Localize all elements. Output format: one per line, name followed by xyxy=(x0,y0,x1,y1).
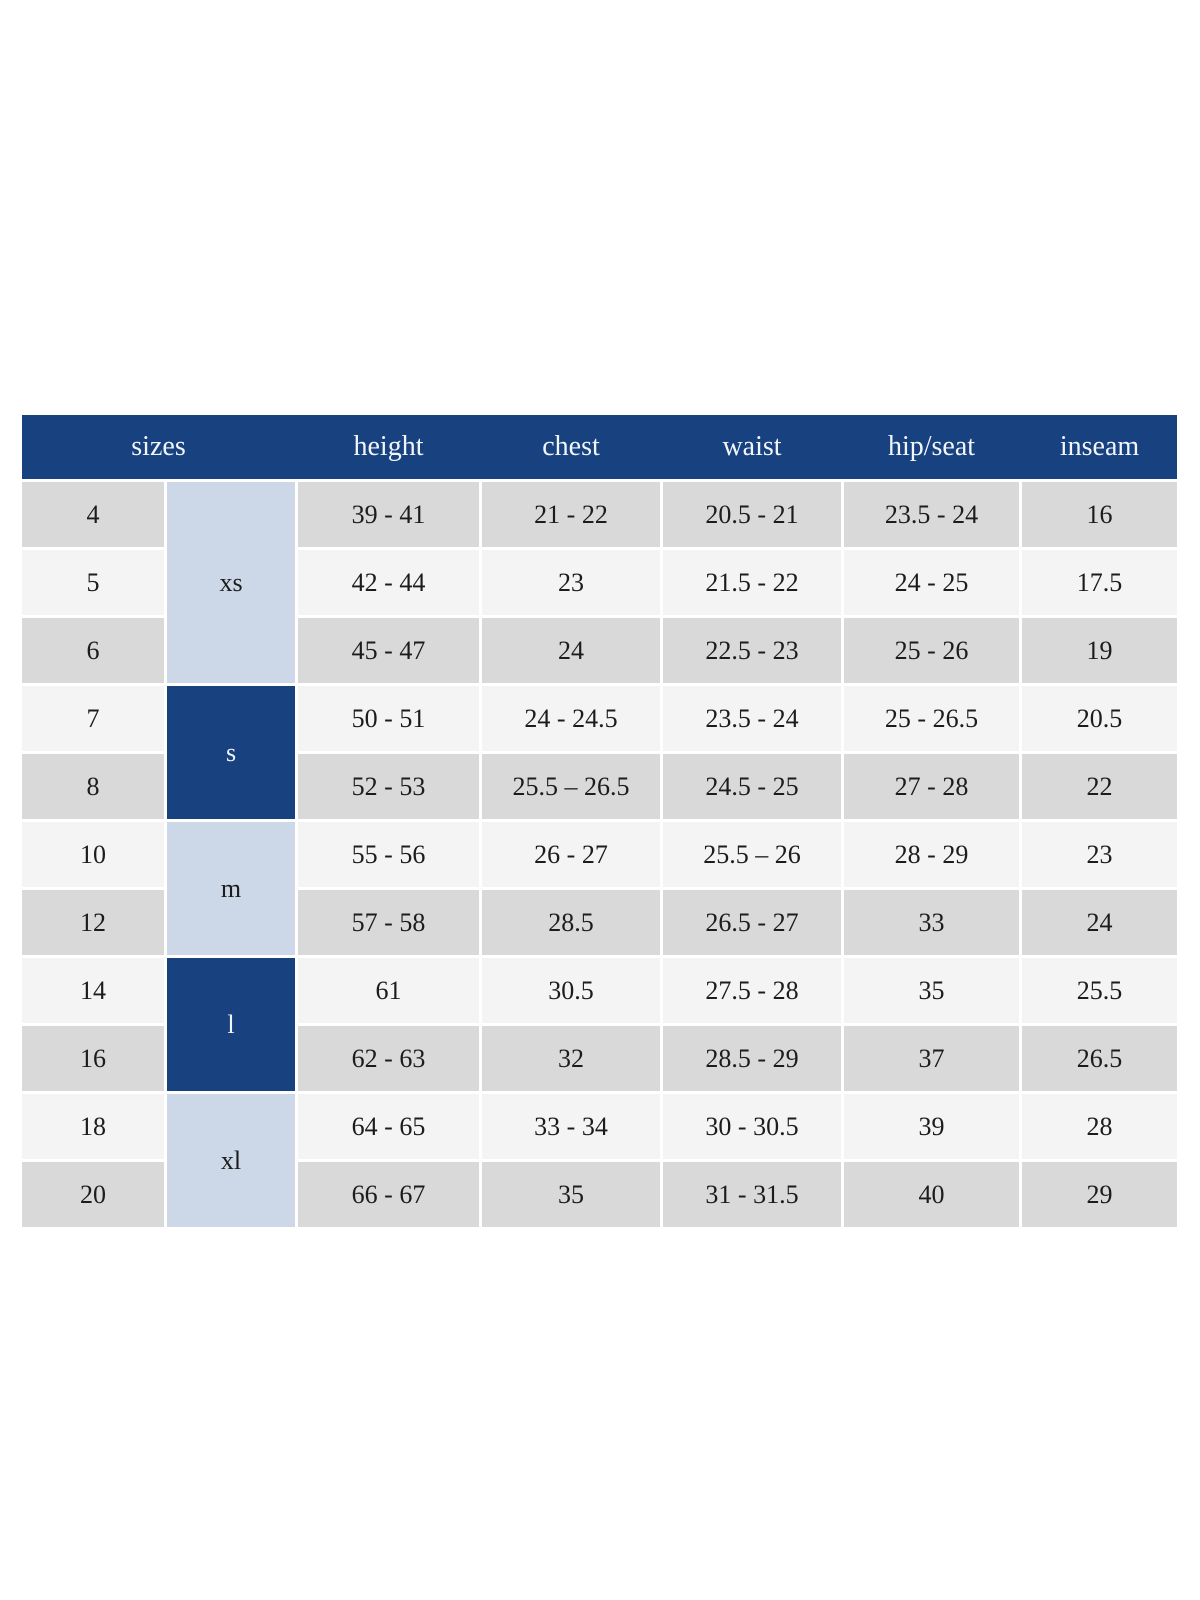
size-chart-table: sizes height chest waist hip/seat inseam… xyxy=(22,415,1177,1227)
waist-cell: 22.5 - 23 xyxy=(663,618,841,683)
column-header-height: height xyxy=(353,431,424,462)
chest-cell: 25.5 – 26.5 xyxy=(482,754,660,819)
waist-cell: 20.5 - 21 xyxy=(663,482,841,547)
chest-cell: 28.5 xyxy=(482,890,660,955)
height-cell: 66 - 67 xyxy=(298,1162,479,1227)
size-group-l: l xyxy=(167,958,295,1091)
chest-cell: 24 - 24.5 xyxy=(482,686,660,751)
inseam-cell: 26.5 xyxy=(1022,1026,1177,1091)
chest-cell: 24 xyxy=(482,618,660,683)
hip-seat-cell: 35 xyxy=(844,958,1019,1023)
height-cell: 42 - 44 xyxy=(298,550,479,615)
size-cell: 16 xyxy=(22,1026,164,1091)
height-cell: 52 - 53 xyxy=(298,754,479,819)
size-group-xs: xs xyxy=(167,482,295,683)
column-header-inseam: inseam xyxy=(1059,431,1140,462)
height-cell: 50 - 51 xyxy=(298,686,479,751)
table-header-row: sizes height chest waist hip/seat inseam xyxy=(22,415,1177,479)
hip-seat-cell: 25 - 26.5 xyxy=(844,686,1019,751)
size-cell: 18 xyxy=(22,1094,164,1159)
inseam-cell: 20.5 xyxy=(1022,686,1177,751)
chest-cell: 32 xyxy=(482,1026,660,1091)
inseam-cell: 16 xyxy=(1022,482,1177,547)
column-header-waist: waist xyxy=(722,431,782,462)
inseam-cell: 25.5 xyxy=(1022,958,1177,1023)
waist-cell: 27.5 - 28 xyxy=(663,958,841,1023)
chest-cell: 23 xyxy=(482,550,660,615)
chest-cell: 30.5 xyxy=(482,958,660,1023)
size-cell: 6 xyxy=(22,618,164,683)
waist-cell: 23.5 - 24 xyxy=(663,686,841,751)
hip-seat-cell: 33 xyxy=(844,890,1019,955)
chest-cell: 35 xyxy=(482,1162,660,1227)
hip-seat-cell: 23.5 - 24 xyxy=(844,482,1019,547)
height-cell: 64 - 65 xyxy=(298,1094,479,1159)
height-cell: 45 - 47 xyxy=(298,618,479,683)
height-cell: 61 xyxy=(298,958,479,1023)
hip-seat-cell: 28 - 29 xyxy=(844,822,1019,887)
size-cell: 12 xyxy=(22,890,164,955)
hip-seat-cell: 27 - 28 xyxy=(844,754,1019,819)
size-cell: 10 xyxy=(22,822,164,887)
hip-seat-cell: 39 xyxy=(844,1094,1019,1159)
column-header-hip-seat: hip/seat xyxy=(887,431,976,462)
hip-seat-cell: 37 xyxy=(844,1026,1019,1091)
column-header-sizes: sizes xyxy=(131,431,186,462)
height-cell: 55 - 56 xyxy=(298,822,479,887)
chest-cell: 26 - 27 xyxy=(482,822,660,887)
size-group-s: s xyxy=(167,686,295,819)
size-cell: 4 xyxy=(22,482,164,547)
waist-cell: 24.5 - 25 xyxy=(663,754,841,819)
column-header-chest: chest xyxy=(542,431,600,462)
inseam-cell: 19 xyxy=(1022,618,1177,683)
height-cell: 39 - 41 xyxy=(298,482,479,547)
waist-cell: 25.5 – 26 xyxy=(663,822,841,887)
inseam-cell: 29 xyxy=(1022,1162,1177,1227)
size-group-xl: xl xyxy=(167,1094,295,1227)
hip-seat-cell: 25 - 26 xyxy=(844,618,1019,683)
size-cell: 20 xyxy=(22,1162,164,1227)
waist-cell: 21.5 - 22 xyxy=(663,550,841,615)
waist-cell: 28.5 - 29 xyxy=(663,1026,841,1091)
size-cell: 8 xyxy=(22,754,164,819)
inseam-cell: 22 xyxy=(1022,754,1177,819)
size-group-m: m xyxy=(167,822,295,955)
chest-cell: 21 - 22 xyxy=(482,482,660,547)
hip-seat-cell: 40 xyxy=(844,1162,1019,1227)
size-cell: 7 xyxy=(22,686,164,751)
inseam-cell: 17.5 xyxy=(1022,550,1177,615)
waist-cell: 26.5 - 27 xyxy=(663,890,841,955)
size-cell: 5 xyxy=(22,550,164,615)
height-cell: 62 - 63 xyxy=(298,1026,479,1091)
inseam-cell: 23 xyxy=(1022,822,1177,887)
size-cell: 14 xyxy=(22,958,164,1023)
chest-cell: 33 - 34 xyxy=(482,1094,660,1159)
inseam-cell: 24 xyxy=(1022,890,1177,955)
inseam-cell: 28 xyxy=(1022,1094,1177,1159)
waist-cell: 31 - 31.5 xyxy=(663,1162,841,1227)
hip-seat-cell: 24 - 25 xyxy=(844,550,1019,615)
waist-cell: 30 - 30.5 xyxy=(663,1094,841,1159)
height-cell: 57 - 58 xyxy=(298,890,479,955)
